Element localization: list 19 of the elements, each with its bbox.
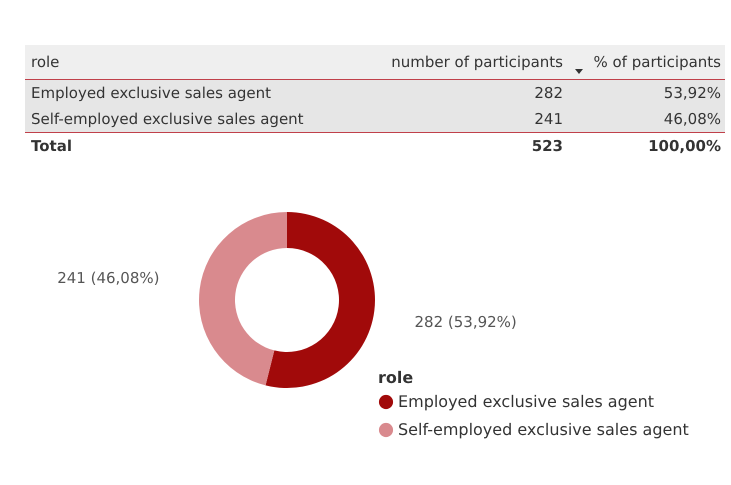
legend-label: Employed exclusive sales agent [398,392,654,411]
text: 100,00% [647,137,722,155]
text: number of participants [390,53,564,71]
text: 523 [530,137,564,155]
text: Employed exclusive sales agent [30,84,272,102]
legend-title: role [378,368,414,387]
text: 46,08% [662,110,722,128]
text: 53,92% [662,84,722,102]
text: 282 [533,84,564,102]
text: % of participants [592,53,722,71]
text: Total [30,137,73,155]
text: 241 [533,110,564,128]
text: Self-employed exclusive sales agent [30,110,305,128]
donut-slice [266,212,375,388]
text: role [30,53,60,71]
data-label: 282 (53,92%) [414,313,517,332]
legend-label: Self-employed exclusive sales agent [398,420,689,439]
donut-slice [199,212,287,386]
data-label: 241 (46,08%) [57,268,160,287]
